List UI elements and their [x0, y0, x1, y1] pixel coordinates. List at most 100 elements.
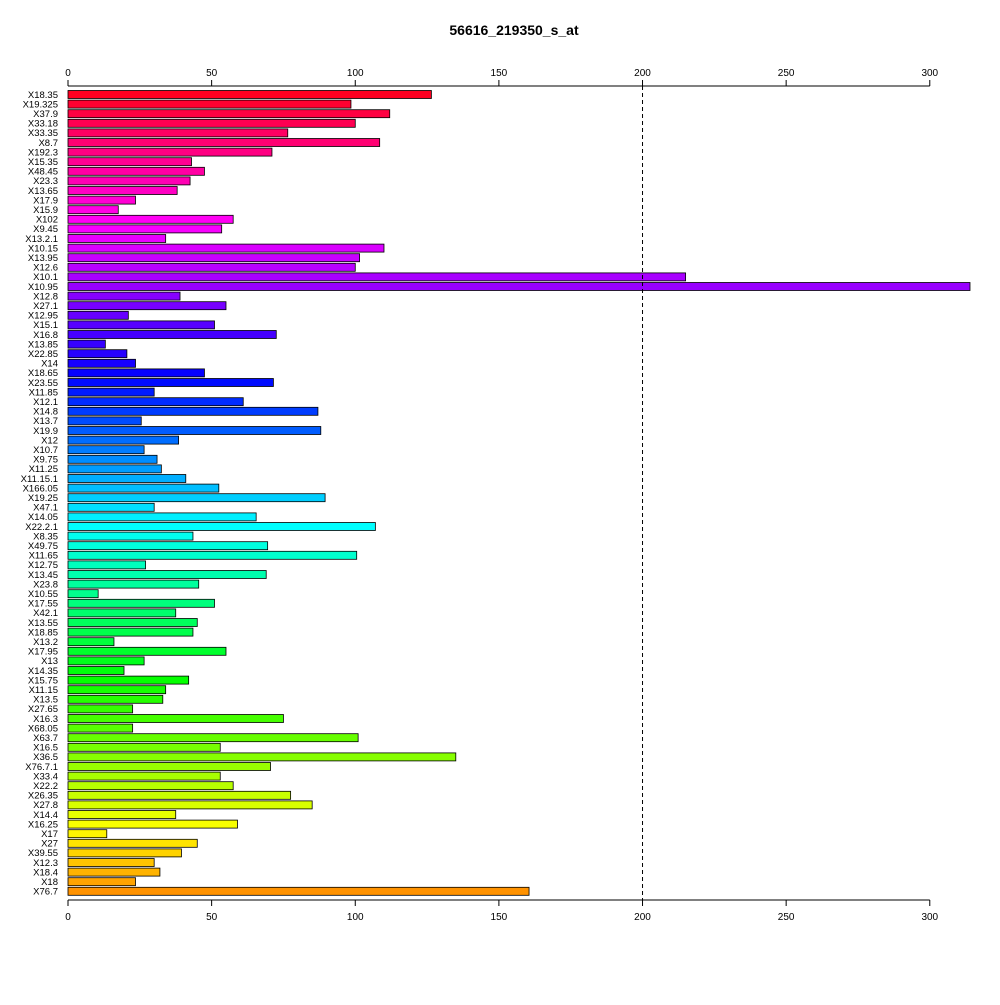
category-label: X13.55	[28, 618, 58, 629]
bar	[67, 762, 271, 771]
bar	[67, 224, 223, 234]
category-label: X192.3	[28, 147, 58, 158]
category-label: X14.35	[28, 666, 58, 677]
bar	[67, 675, 190, 685]
bar	[67, 416, 142, 426]
top-x-axis: 0 50 100 150 200 250 300	[65, 68, 939, 87]
bar	[67, 512, 257, 522]
category-label: X16.8	[33, 330, 58, 341]
category-label: X37.9	[33, 109, 58, 120]
bar	[67, 781, 234, 791]
bar	[67, 262, 356, 272]
category-label: X13.2	[33, 637, 58, 648]
category-label: X14.8	[33, 407, 58, 418]
category-label: X36.5	[33, 752, 58, 763]
category-label: X19.9	[33, 426, 58, 437]
bar	[67, 435, 179, 445]
bar	[67, 90, 432, 99]
bar	[67, 291, 181, 301]
category-label: X42.1	[33, 608, 58, 619]
bar	[67, 752, 457, 762]
category-label: X18.35	[28, 90, 58, 101]
bar	[67, 502, 155, 512]
bar	[67, 541, 269, 551]
bottom-x-axis: 0 50 100 150 200 250 300	[65, 899, 939, 923]
bar	[67, 195, 136, 205]
bar	[67, 464, 162, 474]
category-label: X27.8	[33, 800, 58, 811]
bar	[67, 819, 238, 829]
bar	[67, 877, 136, 887]
category-label: X47.1	[33, 503, 58, 514]
category-label: X10.1	[33, 272, 58, 283]
bar	[67, 493, 326, 503]
category-label: X13.95	[28, 253, 58, 264]
category-label: X22.2	[33, 781, 58, 792]
tick-label: 150	[491, 912, 508, 923]
bar	[67, 406, 319, 416]
bar	[67, 474, 187, 483]
bar	[67, 790, 292, 800]
bar	[67, 205, 119, 215]
bar	[67, 886, 530, 896]
category-label: X27.65	[28, 704, 58, 715]
category-label: X18.85	[28, 627, 58, 638]
category-label: X11.15	[29, 685, 58, 696]
category-label: X13.2.1	[25, 234, 58, 245]
bar	[67, 310, 129, 320]
bar	[67, 589, 99, 599]
bar	[67, 714, 284, 723]
tick-label: 0	[65, 912, 71, 923]
category-label: X33.35	[28, 128, 58, 139]
bar	[67, 858, 155, 867]
category-label: X15.1	[33, 320, 58, 331]
bar	[67, 810, 177, 819]
bar	[67, 387, 155, 397]
bar	[67, 694, 164, 704]
bar	[67, 608, 177, 618]
category-label: X16.25	[28, 819, 58, 830]
category-label: X17.95	[28, 647, 58, 658]
bar	[67, 685, 167, 695]
category-label: X11.85	[29, 387, 58, 398]
category-label: X76.7	[33, 887, 58, 898]
category-label: X63.7	[33, 733, 58, 744]
bar	[67, 234, 167, 243]
category-label: X23.3	[33, 176, 58, 187]
category-label: X23.55	[28, 378, 58, 389]
category-label: X15.35	[28, 157, 58, 168]
tick-label: 100	[347, 68, 364, 79]
bar	[67, 109, 391, 119]
tick-label: 200	[634, 68, 651, 79]
category-label: X10.95	[28, 282, 58, 293]
category-label: X14	[41, 359, 58, 370]
category-label: X11.65	[29, 551, 58, 562]
bar	[67, 579, 200, 589]
bar	[67, 656, 145, 666]
tick-label: 250	[778, 68, 795, 79]
bar	[67, 138, 381, 147]
bar	[67, 426, 322, 435]
category-label: X27.1	[33, 301, 58, 312]
bar	[67, 867, 161, 877]
tick-label: 50	[206, 912, 218, 923]
bar	[67, 829, 108, 839]
category-label: X13.65	[28, 186, 58, 197]
category-label: X12.75	[28, 560, 58, 571]
bar	[67, 253, 360, 263]
bar	[67, 157, 192, 167]
category-label: X10.15	[28, 243, 58, 254]
category-label: X22.2.1	[25, 522, 58, 533]
tick-label: 300	[921, 68, 938, 79]
bar	[67, 243, 385, 253]
category-labels-group: X18.35X19.325X37.9X33.18X33.35X8.7X192.3…	[21, 90, 58, 898]
category-label: X19.325	[23, 99, 58, 110]
tick-label: 300	[921, 912, 938, 923]
bar	[67, 301, 227, 311]
bar	[67, 118, 356, 128]
bar	[67, 733, 359, 743]
category-label: X33.4	[33, 771, 58, 782]
category-label: X12.8	[33, 291, 58, 302]
category-label: X11.15.1	[21, 474, 58, 485]
category-label: X13.85	[28, 339, 58, 350]
